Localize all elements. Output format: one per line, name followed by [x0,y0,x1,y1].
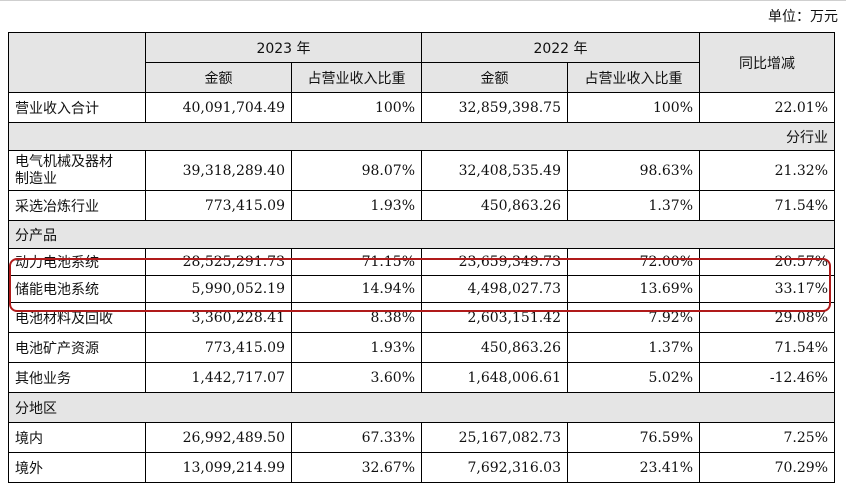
row-label-line2: 制造业 [15,170,57,187]
row-label-line1: 电气机械及器材 [15,153,113,170]
row-label-mining: 采选冶炼行业 [8,190,146,221]
section-row-region: 分地区 [8,392,835,423]
cell-amount-2022: 32,408,535.49 [421,150,568,191]
cell-amount-2023: 3,360,228.41 [145,302,292,333]
cell-yoy: -12.46% [699,362,835,393]
cell-yoy: 22.01% [699,92,835,123]
cell-share-2023: 1.93% [291,332,422,363]
section-label-region: 分地区 [8,392,835,423]
cell-amount-2022: 2,603,151.42 [421,302,568,333]
cell-amount-2023: 39,318,289.40 [145,150,292,191]
cell-amount-2022: 7,692,316.03 [421,452,568,483]
cell-yoy: 21.32% [699,150,835,191]
header-share-2023: 占营业收入比重 [291,62,422,93]
header-year-2023: 2023 年 [145,32,422,63]
section-row-product: 分产品 [8,220,835,249]
cell-share-2023: 100% [291,92,422,123]
cell-share-2023: 8.38% [291,302,422,333]
cell-yoy: 20.57% [699,248,835,276]
row-label-electrical: 电气机械及器材 制造业 [8,150,146,191]
table-row: 电池材料及回收 3,360,228.41 8.38% 2,603,151.42 … [8,302,835,333]
cell-yoy: 33.17% [699,275,835,303]
cell-share-2022: 23.41% [567,452,700,483]
table-row: 其他业务 1,442,717.07 3.60% 1,648,006.61 5.0… [8,362,835,393]
section-row-industry: 分行业 [8,122,835,151]
cell-share-2022: 7.92% [567,302,700,333]
cell-share-2023: 1.93% [291,190,422,221]
cell-amount-2023: 5,990,052.19 [145,275,292,303]
cell-yoy: 29.08% [699,302,835,333]
header-corner-cell [8,32,146,93]
table-row: 采选冶炼行业 773,415.09 1.93% 450,863.26 1.37%… [8,190,835,221]
table-row: 境内 26,992,489.50 67.33% 25,167,082.73 76… [8,422,835,453]
cell-amount-2022: 23,659,349.73 [421,248,568,276]
cell-amount-2023: 26,992,489.50 [145,422,292,453]
row-label-material: 电池材料及回收 [8,302,146,333]
section-label-product: 分产品 [8,220,835,249]
cell-amount-2023: 13,099,214.99 [145,452,292,483]
header-year-2022: 2022 年 [421,32,700,63]
cell-share-2023: 32.67% [291,452,422,483]
cell-amount-2022: 450,863.26 [421,332,568,363]
row-label-other: 其他业务 [8,362,146,393]
table-row: 营业收入合计 40,091,704.49 100% 32,859,398.75 … [8,92,835,123]
row-label-total: 营业收入合计 [8,92,146,123]
cell-amount-2023: 773,415.09 [145,332,292,363]
cell-share-2022: 100% [567,92,700,123]
unit-note: 单位：万元 [768,9,838,25]
row-label-power: 动力电池系统 [8,248,146,276]
cell-share-2023: 14.94% [291,275,422,303]
cell-yoy: 71.54% [699,190,835,221]
cell-share-2023: 3.60% [291,362,422,393]
cell-amount-2022: 1,648,006.61 [421,362,568,393]
cell-share-2022: 1.37% [567,190,700,221]
row-label-mineral: 电池矿产资源 [8,332,146,363]
cell-yoy: 7.25% [699,422,835,453]
cell-yoy: 70.29% [699,452,835,483]
cell-share-2022: 76.59% [567,422,700,453]
cell-share-2022: 72.00% [567,248,700,276]
top-divider [0,0,846,1]
row-label-storage: 储能电池系统 [8,275,146,303]
cell-share-2022: 13.69% [567,275,700,303]
cell-amount-2022: 4,498,027.73 [421,275,568,303]
section-label-industry: 分行业 [8,122,835,151]
cell-share-2023: 98.07% [291,150,422,191]
cell-share-2023: 67.33% [291,422,422,453]
cell-amount-2022: 32,859,398.75 [421,92,568,123]
cell-share-2022: 5.02% [567,362,700,393]
cell-amount-2023: 28,525,291.73 [145,248,292,276]
table-row: 储能电池系统 5,990,052.19 14.94% 4,498,027.73 … [8,275,835,303]
header-amount-2022: 金额 [421,62,568,93]
cell-share-2023: 71.15% [291,248,422,276]
row-label-overseas: 境外 [8,452,146,483]
cell-amount-2023: 40,091,704.49 [145,92,292,123]
table-row: 电气机械及器材 制造业 39,318,289.40 98.07% 32,408,… [8,150,835,191]
cell-amount-2023: 773,415.09 [145,190,292,221]
revenue-table: 2023 年 2022 年 同比增减 金额 占营业收入比重 金额 占营业收入比重… [8,32,835,483]
cell-share-2022: 98.63% [567,150,700,191]
header-share-2022: 占营业收入比重 [567,62,700,93]
cell-amount-2023: 1,442,717.07 [145,362,292,393]
row-label-domestic: 境内 [8,422,146,453]
table-row: 动力电池系统 28,525,291.73 71.15% 23,659,349.7… [8,248,835,276]
table-row: 境外 13,099,214.99 32.67% 7,692,316.03 23.… [8,452,835,483]
table-row: 电池矿产资源 773,415.09 1.93% 450,863.26 1.37%… [8,332,835,363]
cell-yoy: 71.54% [699,332,835,363]
header-amount-2023: 金额 [145,62,292,93]
cell-share-2022: 1.37% [567,332,700,363]
cell-amount-2022: 450,863.26 [421,190,568,221]
header-yoy: 同比增减 [699,32,835,93]
cell-amount-2022: 25,167,082.73 [421,422,568,453]
